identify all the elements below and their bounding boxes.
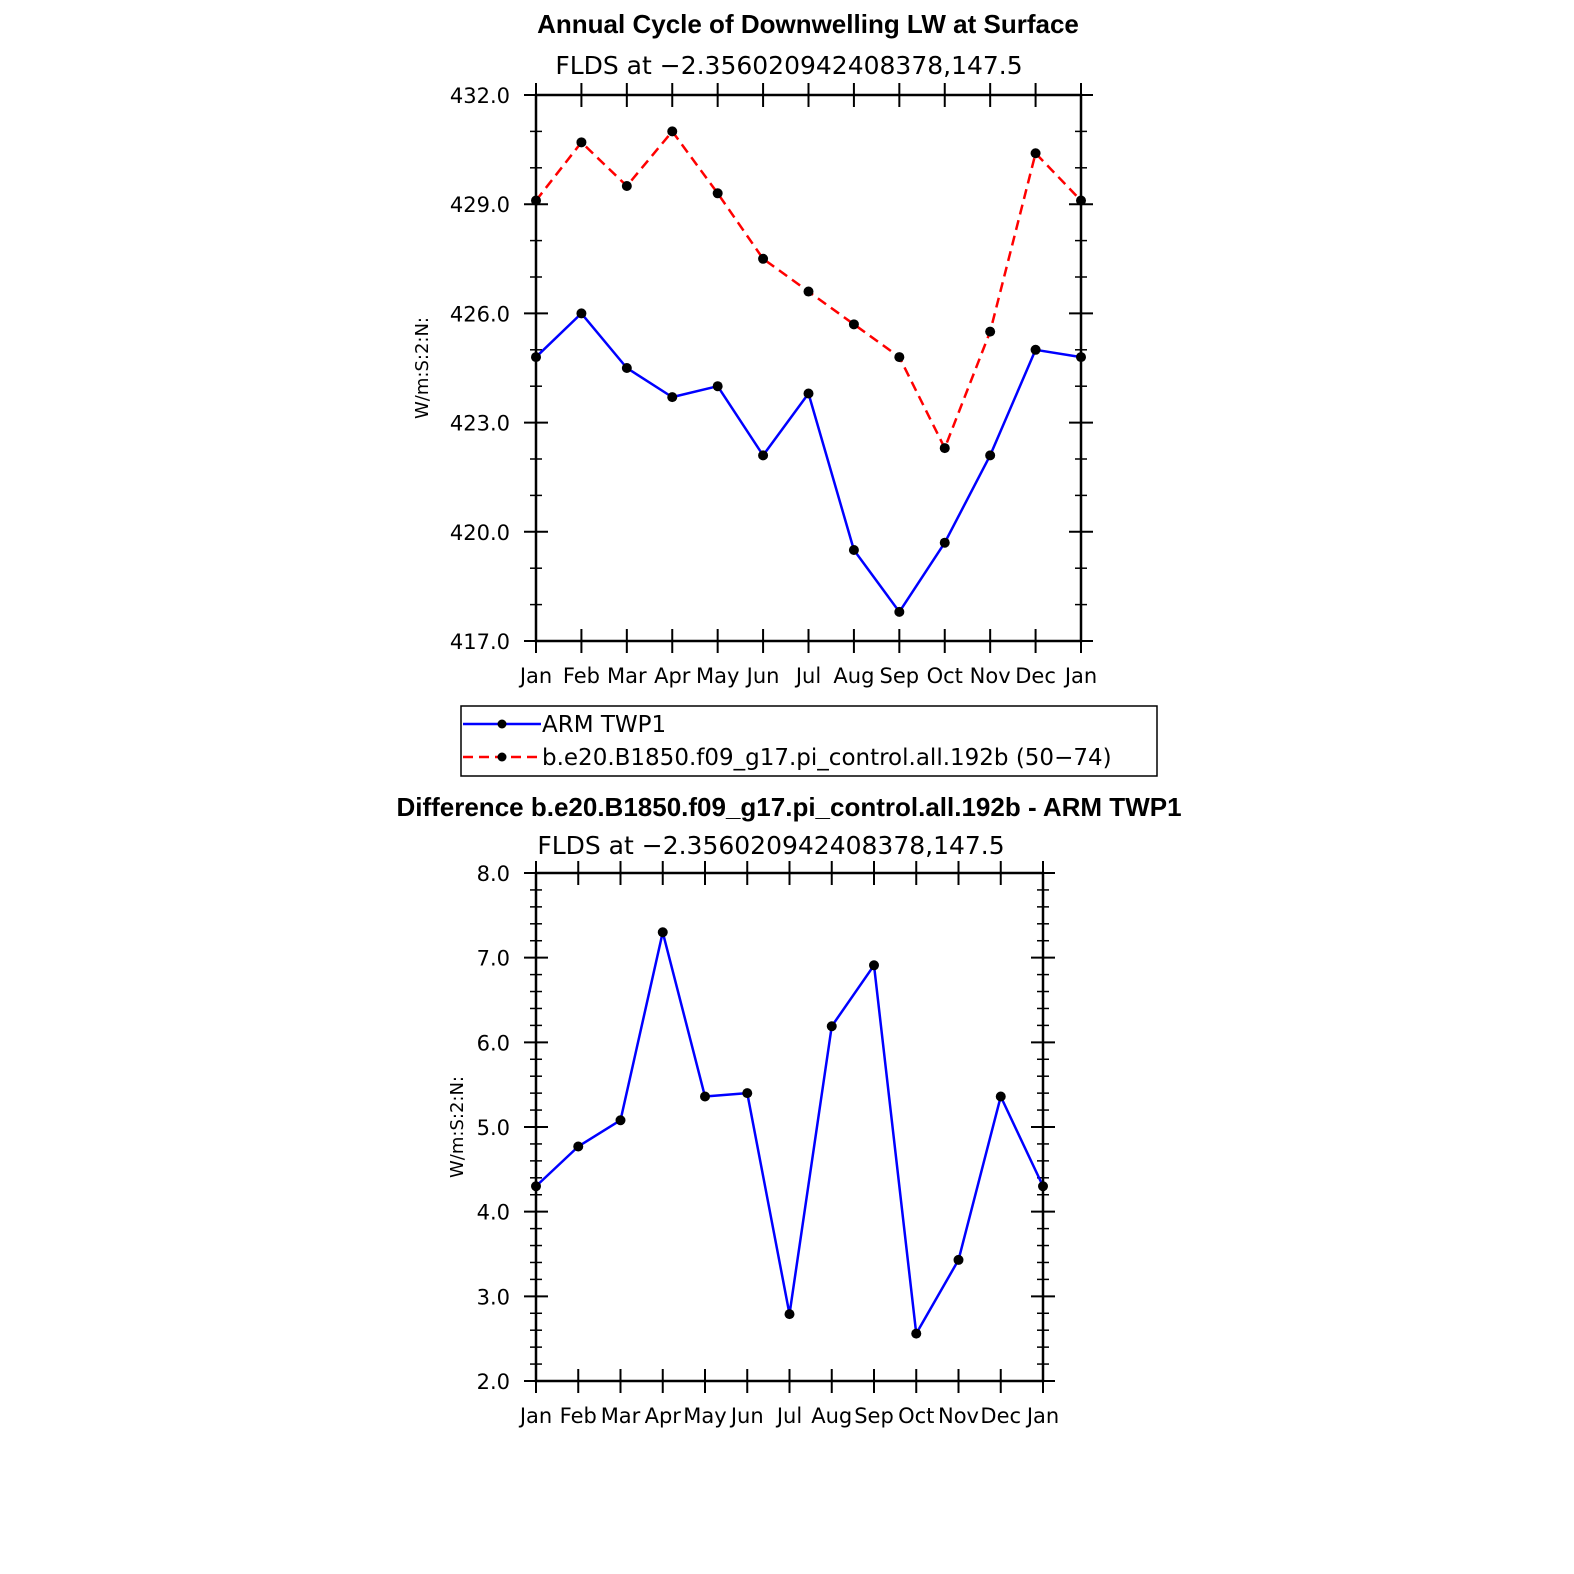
x-tick-label: Nov bbox=[938, 1404, 979, 1428]
x-tick-label: Mar bbox=[601, 1404, 641, 1428]
data-point bbox=[615, 1115, 626, 1126]
series-line-0 bbox=[535, 312, 1082, 614]
data-point bbox=[1076, 195, 1086, 206]
data-point bbox=[700, 1091, 710, 1102]
data-point bbox=[869, 960, 879, 971]
data-point bbox=[784, 1309, 795, 1320]
x-tick-label: Apr bbox=[645, 1404, 682, 1428]
data-point bbox=[621, 181, 632, 191]
x-tick-label: Nov bbox=[970, 664, 1011, 688]
chart-title: Difference b.e20.B1850.f09_g17.pi_contro… bbox=[396, 792, 1181, 822]
data-point bbox=[667, 126, 678, 137]
chart-difference: Difference b.e20.B1850.f09_g17.pi_contro… bbox=[396, 792, 1181, 1428]
data-point bbox=[803, 286, 814, 297]
plot-frame bbox=[534, 871, 1045, 1383]
y-axis-label: W/m:S:2:N: bbox=[412, 317, 433, 419]
x-tick-label: Jan bbox=[518, 664, 552, 688]
plot-frame bbox=[534, 93, 1083, 643]
x-tick-label: Aug bbox=[833, 664, 874, 688]
y-tick-label: 3.0 bbox=[477, 1285, 510, 1309]
data-point bbox=[985, 450, 996, 461]
data-point bbox=[758, 253, 769, 264]
y-axis-label: W/m:S:2:N: bbox=[447, 1076, 468, 1178]
data-point bbox=[531, 352, 541, 363]
y-tick-label: 429.0 bbox=[450, 193, 510, 217]
x-tick-label: Jun bbox=[745, 664, 780, 688]
data-point bbox=[803, 388, 814, 399]
x-tick-label: Sep bbox=[854, 1404, 894, 1428]
x-tick-label: Apr bbox=[654, 664, 691, 688]
legend-box bbox=[460, 705, 1158, 777]
data-point bbox=[848, 545, 859, 555]
y-tick-label: 6.0 bbox=[477, 1031, 510, 1055]
x-tick-label: Dec bbox=[1015, 664, 1056, 688]
y-tick-label: 5.0 bbox=[477, 1116, 510, 1140]
x-tick-label: Dec bbox=[980, 1404, 1021, 1428]
data-point bbox=[621, 363, 632, 373]
data-point bbox=[712, 188, 723, 199]
x-tick-label: May bbox=[683, 1404, 726, 1428]
x-tick-label: Feb bbox=[563, 664, 600, 688]
y-tick-label: 4.0 bbox=[477, 1201, 510, 1225]
x-tick-label: Oct bbox=[927, 664, 963, 688]
data-point bbox=[531, 1181, 541, 1192]
data-point bbox=[712, 381, 723, 392]
data-point bbox=[576, 137, 587, 148]
legend-label-arm-twp1: ARM TWP1 bbox=[542, 712, 666, 738]
data-point bbox=[894, 606, 905, 617]
data-point bbox=[657, 927, 668, 938]
x-tick-label: Jan bbox=[518, 1404, 552, 1428]
legend: ARM TWP1 b.e20.B1850.f09_g17.pi_control.… bbox=[460, 705, 1158, 777]
data-point bbox=[985, 326, 996, 337]
data-point bbox=[939, 443, 950, 454]
series-line-0 bbox=[535, 931, 1045, 1335]
data-point bbox=[1076, 352, 1086, 363]
x-tick-label: Jan bbox=[1063, 664, 1097, 688]
chart-annual-cycle: Annual Cycle of Downwelling LW at Surfac… bbox=[412, 9, 1158, 777]
y-tick-label: 7.0 bbox=[477, 947, 510, 971]
y-tick-label: 417.0 bbox=[450, 630, 510, 654]
data-point bbox=[667, 392, 678, 403]
y-tick-label: 2.0 bbox=[477, 1370, 510, 1394]
y-tick-label: 8.0 bbox=[477, 862, 510, 886]
data-point bbox=[531, 195, 541, 206]
data-point bbox=[1038, 1181, 1048, 1192]
x-tick-label: Jan bbox=[1025, 1404, 1059, 1428]
x-tick-label: Aug bbox=[811, 1404, 852, 1428]
x-tick-label: Jun bbox=[729, 1404, 764, 1428]
data-point bbox=[573, 1141, 584, 1152]
data-point bbox=[894, 352, 905, 363]
data-point bbox=[826, 1021, 837, 1032]
y-tick-label: 423.0 bbox=[450, 412, 510, 436]
x-tick-label: Sep bbox=[880, 664, 920, 688]
data-point bbox=[742, 1088, 753, 1099]
data-point bbox=[576, 308, 587, 319]
legend-marker-model bbox=[497, 752, 507, 762]
x-tick-label: Jul bbox=[794, 664, 821, 688]
legend-label-model: b.e20.B1850.f09_g17.pi_control.all.192b … bbox=[542, 745, 1112, 771]
x-tick-label: Feb bbox=[560, 1404, 597, 1428]
chart-subtitle: FLDS at −2.356020942408378,147.5 bbox=[537, 831, 1004, 860]
data-point bbox=[758, 450, 769, 461]
plot-area: 432.0 429.0 426.0 423.0 420.0 417.0 Jan Feb Mar A… bbox=[450, 83, 1097, 688]
x-tick-label: Mar bbox=[607, 664, 647, 688]
plot-area: 8.0 7.0 6.0 5.0 4.0 3.0 2.0 Jan Feb Mar Apr May Jun J… bbox=[477, 861, 1059, 1428]
data-point bbox=[953, 1254, 964, 1265]
chart-subtitle: FLDS at −2.356020942408378,147.5 bbox=[555, 51, 1022, 80]
data-point bbox=[1030, 148, 1041, 159]
y-tick-label: 420.0 bbox=[450, 521, 510, 545]
legend-marker-arm-twp1 bbox=[497, 719, 507, 729]
data-point bbox=[995, 1091, 1006, 1102]
x-tick-label: Jul bbox=[775, 1404, 802, 1428]
y-tick-label: 426.0 bbox=[450, 302, 510, 326]
x-tick-label: Oct bbox=[898, 1404, 934, 1428]
data-point bbox=[911, 1328, 922, 1339]
data-point bbox=[1030, 344, 1041, 355]
data-point bbox=[848, 319, 859, 330]
y-tick-label: 432.0 bbox=[450, 84, 510, 108]
data-point bbox=[939, 537, 950, 548]
chart-title: Annual Cycle of Downwelling LW at Surfac… bbox=[537, 9, 1079, 39]
x-tick-label: May bbox=[696, 664, 739, 688]
